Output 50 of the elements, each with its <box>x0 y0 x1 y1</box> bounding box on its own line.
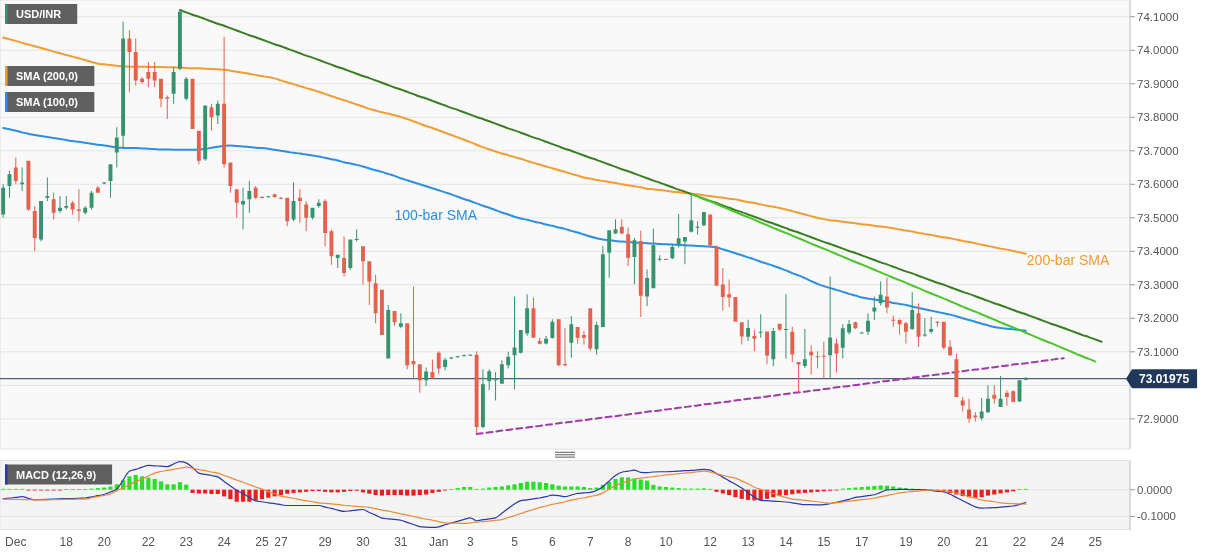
x-tick-label: 18 <box>59 534 74 549</box>
y-tick-label: 73.6000 <box>1137 178 1179 191</box>
x-tick-label: 14 <box>779 534 793 549</box>
annotation: 100-bar SMA <box>394 206 478 223</box>
y-tick-label: 73.4000 <box>1137 245 1179 258</box>
y-tick-label: 73.5000 <box>1137 211 1179 224</box>
x-tick-label: 7 <box>586 534 594 549</box>
legend-label: SMA (100,0) <box>16 96 79 108</box>
x-tick-label: 19 <box>899 534 913 549</box>
x-tick-label: 20 <box>937 534 951 549</box>
x-tick-label: 25 <box>1088 534 1103 549</box>
x-tick-label: 13 <box>741 534 756 549</box>
x-tick-label: 30 <box>356 534 370 549</box>
y-tick-label: 73.1000 <box>1137 345 1179 358</box>
x-tick-label: 6 <box>549 534 557 549</box>
y-tick-label: 74.0000 <box>1137 44 1179 57</box>
x-tick-label: 5 <box>511 534 519 549</box>
legend-label: SMA (200,0) <box>16 70 79 82</box>
x-tick-label: 22 <box>1012 534 1027 549</box>
legend-label: MACD (12,26,9) <box>16 468 97 481</box>
x-tick-label: 24 <box>217 534 232 549</box>
ref-line-label: 73.01975 <box>1139 371 1190 386</box>
y-tick-label: 73.7000 <box>1137 144 1179 157</box>
x-tick-label: 15 <box>817 534 831 549</box>
y-tick-label: 73.9000 <box>1137 77 1179 90</box>
y-tick-label: 74.1000 <box>1137 10 1179 23</box>
x-tick-label: 24 <box>1050 534 1065 549</box>
x-tick-label: 8 <box>624 534 632 549</box>
y-tick-label: 73.2000 <box>1137 312 1179 325</box>
x-tick-label: 31 <box>394 534 408 549</box>
y-tick-label: 73.3000 <box>1137 278 1179 291</box>
y-tick-label: 72.9000 <box>1137 412 1179 425</box>
x-tick-label: 17 <box>855 534 869 549</box>
x-tick-label: 10 <box>659 534 673 549</box>
x-tick-label: 22 <box>141 534 156 549</box>
x-tick-label: 25 <box>255 534 269 549</box>
x-tick-label: 21 <box>974 534 989 549</box>
legend-label: USD/INR <box>16 8 62 20</box>
x-tick-label: 12 <box>703 534 718 549</box>
y-tick-label: 0.0000 <box>1137 483 1173 496</box>
x-tick-label: Jan <box>429 534 449 549</box>
x-tick-label: 29 <box>318 534 333 549</box>
y-tick-label: 73.8000 <box>1137 111 1179 124</box>
x-tick-label: 27 <box>274 534 288 549</box>
x-tick-label: 23 <box>179 534 194 549</box>
x-tick-label: 20 <box>97 534 112 549</box>
x-tick-label: Dec <box>5 534 27 549</box>
annotation: 200-bar SMA <box>1026 252 1110 269</box>
x-tick-label: 3 <box>466 534 474 549</box>
y-tick-label: -0.1000 <box>1137 510 1177 523</box>
